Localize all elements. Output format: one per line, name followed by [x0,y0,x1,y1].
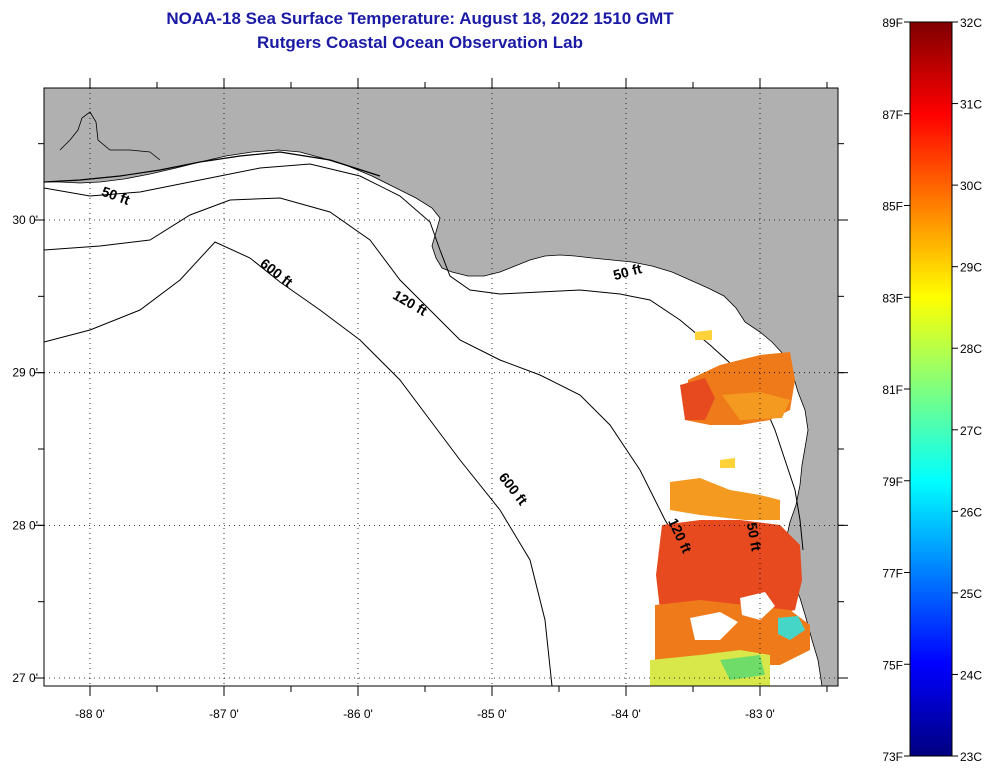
colorbar-f-label: 81F [882,383,903,397]
contour-label: 50 ft [611,260,643,283]
colorbar-f-label: 89F [882,16,903,30]
lon-tick-label: -86 0' [343,707,373,721]
map-subtitle: Rutgers Coastal Ocean Observation Lab [257,33,583,52]
colorbar-c-label: 24C [960,668,982,682]
sst-swath [650,330,810,686]
colorbar-c-label: 30C [960,179,982,193]
contour-label: 50 ft [744,521,765,552]
colorbar-f-label: 79F [882,475,903,489]
axis-tick-labels: -88 0' -87 0' -86 0' -85 0' -84 0' -83 0' 30 0… [12,213,774,721]
colorbar-c-label: 26C [960,505,982,519]
colorbar-fahrenheit-labels: 89F 87F 85F 83F 81F 79F 77F 75F 73F [882,16,910,764]
colorbar-c-label: 23C [960,750,982,764]
colorbar-c-label: 32C [960,16,982,30]
colorbar-f-label: 83F [882,291,903,305]
colorbar-f-label: 75F [882,658,903,672]
colorbar-f-label: 77F [882,567,903,581]
colorbar-c-label: 28C [960,342,982,356]
colorbar-c-label: 29C [960,261,982,275]
lon-tick-label: -87 0' [209,707,239,721]
lat-tick-label: 29 0' [12,366,38,380]
map-title: NOAA-18 Sea Surface Temperature: August … [166,9,674,28]
colorbar [909,21,953,757]
lat-tick-label: 27 0' [12,671,38,685]
colorbar-c-label: 31C [960,98,982,112]
axis-ticks [34,78,848,696]
lon-tick-label: -84 0' [611,707,641,721]
map-frame [43,87,839,687]
lat-tick-label: 28 0' [12,518,38,532]
lon-tick-label: -83 0' [745,707,775,721]
colorbar-f-label: 73F [882,750,903,764]
lon-tick-label: -85 0' [477,707,507,721]
colorbar-c-label: 27C [960,424,982,438]
colorbar-celsius-labels: 32C 31C 30C 29C 28C 27C 26C 25C 24C 23C [952,16,982,764]
contour-50ft [44,163,804,551]
contour-600ft [44,241,553,686]
colorbar-f-label: 85F [882,200,903,214]
lat-tick-label: 30 0' [12,213,38,227]
lon-tick-label: -88 0' [75,707,105,721]
colorbar-c-label: 25C [960,587,982,601]
colorbar-f-label: 87F [882,108,903,122]
